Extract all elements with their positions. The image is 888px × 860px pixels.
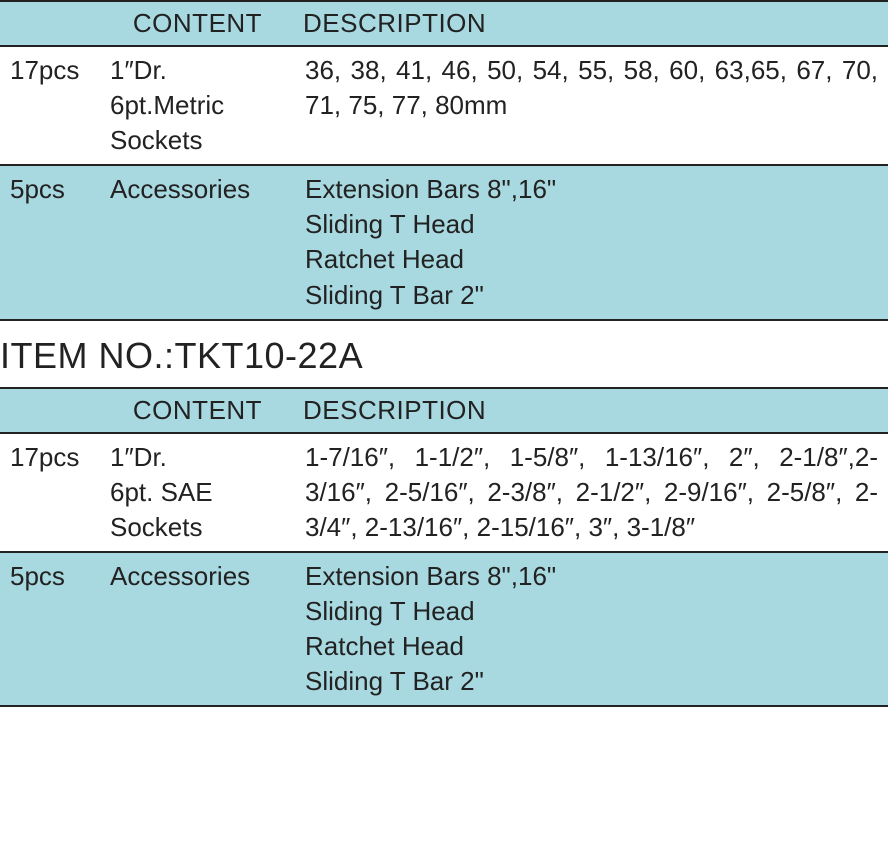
cell-content: Accessories	[100, 165, 295, 319]
cell-content: Accessories	[100, 552, 295, 706]
cell-content: 1″Dr. 6pt. SAE Sockets	[100, 433, 295, 552]
table2-header-description: DESCRIPTION	[295, 388, 888, 433]
cell-content: 1″Dr. 6pt.Metric Sockets	[100, 46, 295, 165]
table1: CONTENT DESCRIPTION 17pcs 1″Dr. 6pt.Metr…	[0, 0, 888, 321]
table-row: 5pcs Accessories Extension Bars 8",16" S…	[0, 552, 888, 706]
cell-description: Extension Bars 8",16" Sliding T Head Rat…	[295, 552, 888, 706]
table-row: 17pcs 1″Dr. 6pt.Metric Sockets 36, 38, 4…	[0, 46, 888, 165]
table1-header-blank	[0, 1, 100, 46]
cell-description: 1-7/16″, 1-1/2″, 1-5/8″, 1-13/16″, 2″, 2…	[295, 433, 888, 552]
table2-header-blank	[0, 388, 100, 433]
table2-header-content: CONTENT	[100, 388, 295, 433]
table2-header-row: CONTENT DESCRIPTION	[0, 388, 888, 433]
cell-qty: 17pcs	[0, 433, 100, 552]
table1-container: CONTENT DESCRIPTION 17pcs 1″Dr. 6pt.Metr…	[0, 0, 888, 321]
table1-header-row: CONTENT DESCRIPTION	[0, 1, 888, 46]
table2: CONTENT DESCRIPTION 17pcs 1″Dr. 6pt. SAE…	[0, 387, 888, 708]
cell-description: 36, 38, 41, 46, 50, 54, 55, 58, 60, 63,6…	[295, 46, 888, 165]
table-row: 5pcs Accessories Extension Bars 8",16" S…	[0, 165, 888, 319]
cell-qty: 17pcs	[0, 46, 100, 165]
table-row: 17pcs 1″Dr. 6pt. SAE Sockets 1-7/16″, 1-…	[0, 433, 888, 552]
item-number-heading: ITEM NO.:TKT10-22A	[0, 321, 888, 387]
cell-description: Extension Bars 8",16" Sliding T Head Rat…	[295, 165, 888, 319]
cell-qty: 5pcs	[0, 552, 100, 706]
cell-qty: 5pcs	[0, 165, 100, 319]
table2-container: CONTENT DESCRIPTION 17pcs 1″Dr. 6pt. SAE…	[0, 387, 888, 708]
table1-header-description: DESCRIPTION	[295, 1, 888, 46]
table1-header-content: CONTENT	[100, 1, 295, 46]
